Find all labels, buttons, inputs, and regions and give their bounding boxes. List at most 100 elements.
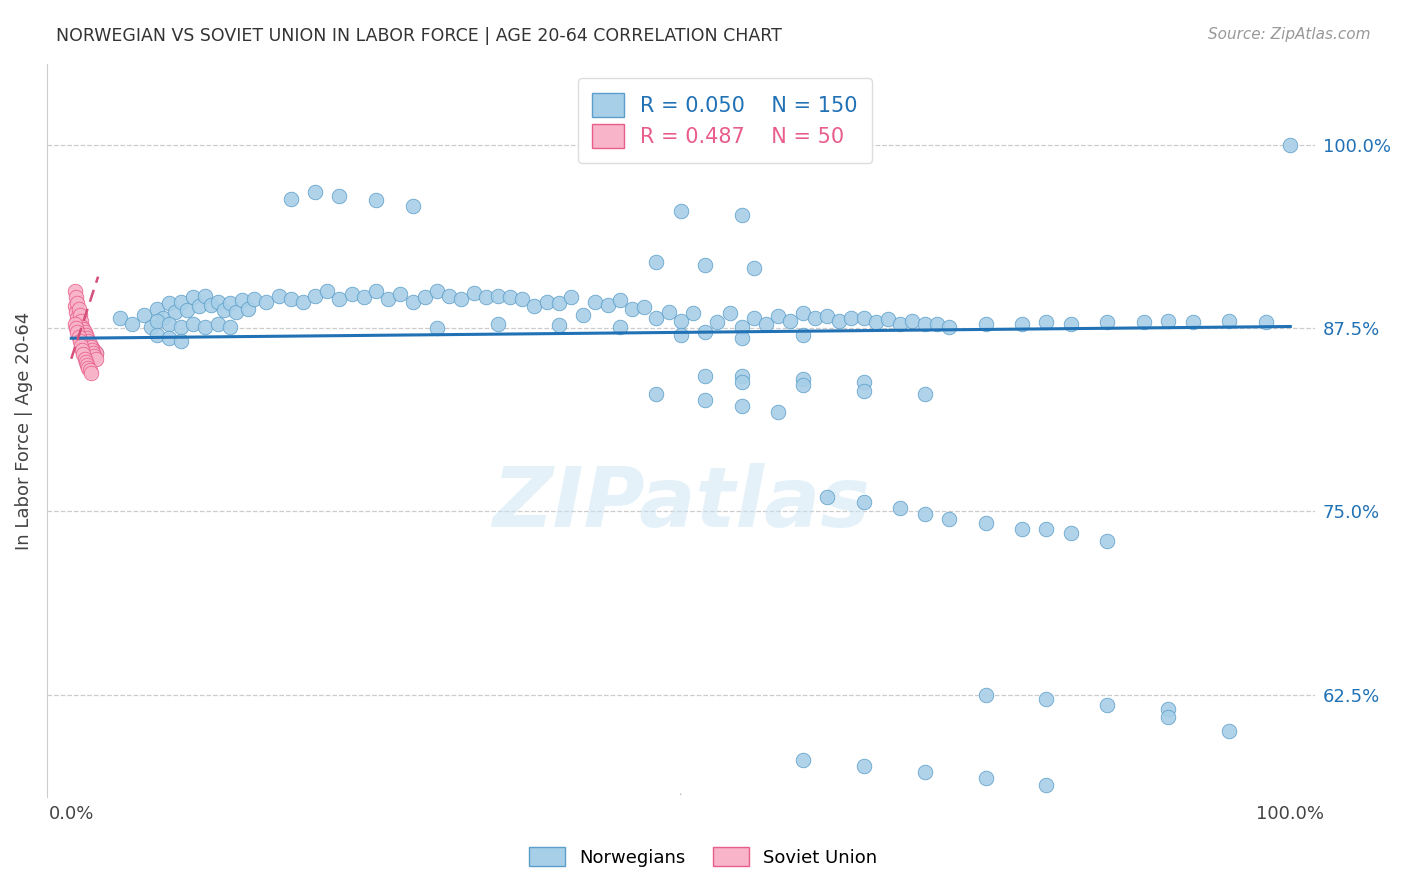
Point [65, 290, 87, 304]
Point [645, 310, 668, 325]
Point [66, 326, 89, 340]
Point [1060, 526, 1083, 541]
Point [609, 293, 631, 307]
Point [75, 354, 97, 368]
Point [1157, 313, 1180, 327]
Point [486, 289, 509, 303]
Point [63, 299, 86, 313]
Point [645, 387, 668, 401]
Point [474, 290, 496, 304]
Point [67, 317, 90, 331]
Point [1254, 315, 1277, 329]
Point [70, 343, 93, 357]
Point [828, 313, 851, 327]
Point [340, 287, 363, 301]
Point [70, 328, 93, 343]
Point [77, 337, 100, 351]
Point [815, 490, 838, 504]
Point [731, 375, 754, 389]
Point [70, 319, 93, 334]
Point [1097, 315, 1119, 329]
Point [163, 305, 186, 319]
Point [804, 310, 827, 325]
Point [609, 319, 631, 334]
Point [852, 759, 875, 773]
Point [70, 326, 93, 340]
Point [69, 308, 91, 322]
Point [84, 346, 107, 360]
Point [742, 260, 765, 275]
Point [974, 317, 997, 331]
Point [152, 310, 174, 325]
Point [80, 343, 103, 357]
Point [792, 754, 814, 768]
Legend: Norwegians, Soviet Union: Norwegians, Soviet Union [520, 838, 886, 876]
Point [364, 194, 387, 208]
Point [236, 301, 259, 316]
Point [437, 289, 460, 303]
Point [852, 495, 875, 509]
Point [877, 312, 900, 326]
Point [364, 285, 387, 299]
Point [695, 326, 717, 340]
Point [731, 331, 754, 345]
Point [779, 313, 801, 327]
Point [889, 501, 911, 516]
Point [157, 331, 180, 345]
Point [181, 290, 204, 304]
Point [1279, 137, 1302, 152]
Point [82, 346, 104, 360]
Point [79, 337, 101, 351]
Point [176, 303, 198, 318]
Point [658, 305, 681, 319]
Point [200, 297, 222, 311]
Point [63, 285, 86, 299]
Point [1097, 533, 1119, 548]
Point [72, 331, 94, 345]
Point [328, 189, 350, 203]
Point [280, 292, 302, 306]
Point [243, 292, 266, 306]
Point [596, 297, 619, 311]
Point [1035, 779, 1057, 793]
Point [79, 338, 101, 352]
Point [426, 285, 449, 299]
Point [1035, 692, 1057, 706]
Point [157, 317, 180, 331]
Point [669, 203, 692, 218]
Point [304, 185, 326, 199]
Point [225, 305, 247, 319]
Point [66, 296, 89, 310]
Point [1157, 702, 1180, 716]
Point [768, 404, 790, 418]
Point [669, 328, 692, 343]
Point [389, 287, 412, 301]
Point [695, 258, 717, 272]
Point [121, 317, 143, 331]
Point [291, 294, 314, 309]
Point [194, 319, 217, 334]
Point [79, 363, 101, 377]
Point [218, 319, 240, 334]
Point [682, 306, 704, 320]
Point [706, 315, 728, 329]
Point [218, 296, 240, 310]
Point [974, 771, 997, 785]
Point [585, 294, 607, 309]
Point [792, 328, 814, 343]
Point [145, 301, 167, 316]
Point [170, 294, 193, 309]
Point [1218, 724, 1240, 739]
Point [401, 199, 423, 213]
Point [633, 301, 655, 315]
Point [170, 319, 193, 334]
Point [695, 369, 717, 384]
Point [901, 313, 924, 327]
Point [718, 306, 741, 320]
Point [70, 313, 93, 327]
Point [1011, 522, 1033, 536]
Point [181, 317, 204, 331]
Point [621, 301, 644, 316]
Point [207, 294, 229, 309]
Point [80, 340, 103, 354]
